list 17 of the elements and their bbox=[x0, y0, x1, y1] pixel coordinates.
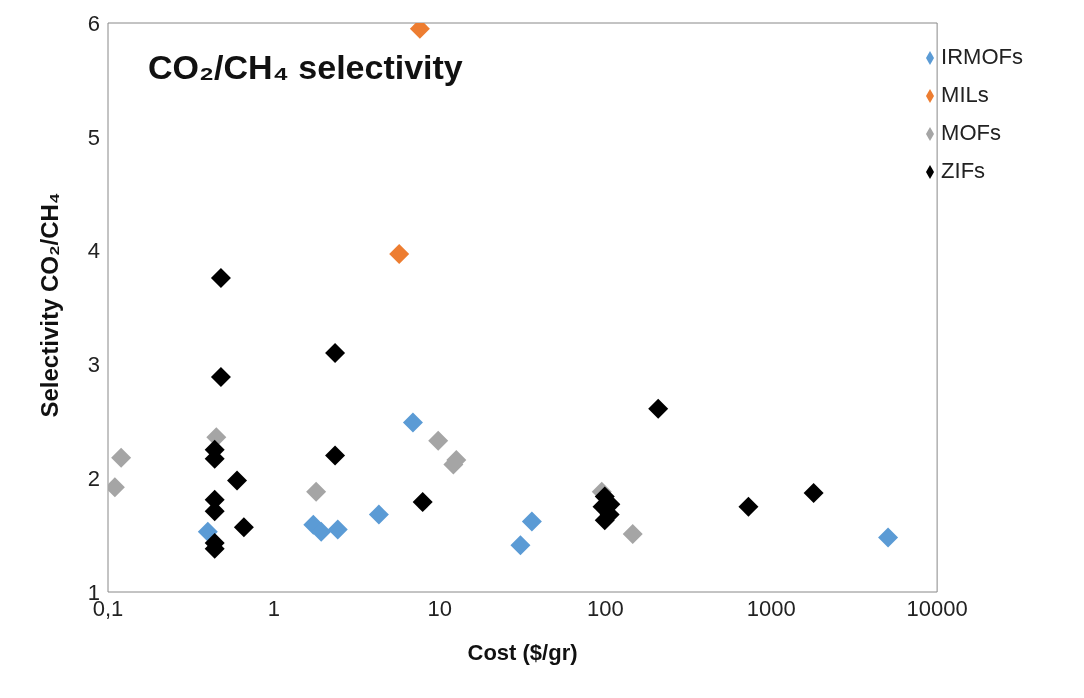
x-tick-label: 1000 bbox=[746, 595, 796, 621]
y-tick-label: 5 bbox=[87, 124, 100, 150]
y-tick-label: 6 bbox=[87, 10, 100, 36]
legend-label: IRMOFs bbox=[941, 44, 1023, 69]
y-tick-label: 4 bbox=[87, 238, 100, 264]
legend-label: ZIFs bbox=[941, 158, 986, 183]
x-tick-label: 1 bbox=[267, 595, 280, 621]
text: CO₂/CH₄ selectivity bbox=[148, 48, 463, 87]
x-tick-label: 10000 bbox=[906, 595, 968, 621]
y-axis-title: Selectivity CO₂/CH₄ bbox=[35, 192, 63, 418]
y-tick-label: 2 bbox=[87, 466, 100, 492]
x-tick-label: 100 bbox=[587, 595, 624, 621]
x-tick-label: 10 bbox=[427, 595, 452, 621]
x-axis-title: Cost ($/gr) bbox=[467, 640, 578, 665]
legend-label: MILs bbox=[941, 82, 989, 107]
legend-label: MOFs bbox=[941, 120, 1001, 145]
y-tick-label: 3 bbox=[87, 352, 100, 378]
